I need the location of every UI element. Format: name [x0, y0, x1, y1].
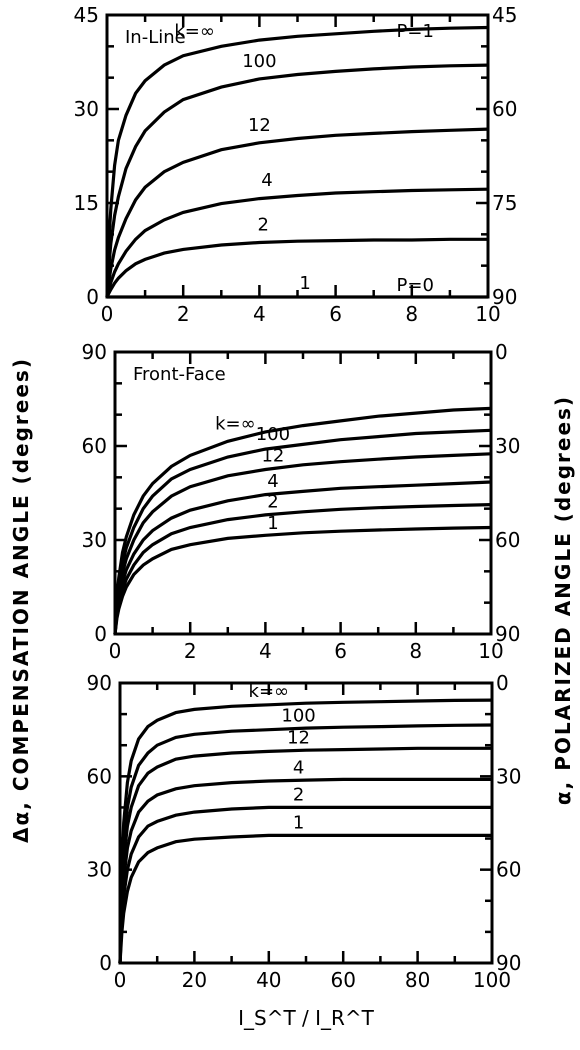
right-axis-label: α, POLARIZED ANGLE (degrees): [551, 395, 575, 805]
curve-label: 4: [293, 757, 304, 778]
curve-label: 1: [267, 513, 278, 534]
curve-label: k=∞: [249, 681, 290, 702]
curve-label: 1: [299, 273, 310, 294]
curve-label: 100: [242, 51, 276, 72]
curve-label: 100: [281, 705, 315, 726]
curve-6: [113, 525, 492, 635]
y-tick-label: 0: [94, 622, 107, 646]
curve-label: 2: [293, 784, 304, 805]
curve-3: [105, 127, 489, 298]
y-tick-label: 60: [82, 434, 107, 458]
curve-label: 2: [267, 491, 278, 512]
x-tick-label: 0: [101, 302, 114, 326]
curve-2: [113, 428, 492, 635]
curve-2: [118, 723, 493, 964]
right-tick-label: 60: [492, 97, 517, 121]
curve-label: 4: [261, 170, 272, 191]
curve-3: [118, 746, 492, 964]
curve-1: [105, 25, 489, 298]
x-tick-label: 0: [109, 639, 122, 663]
y-tick-label: 45: [74, 3, 99, 27]
right-tick-label: 0: [495, 340, 508, 364]
x-tick-label: 2: [177, 302, 190, 326]
curve-label: 12: [248, 115, 271, 136]
curve-label: 4: [267, 471, 278, 492]
x-axis-label: I_S^T / I_R^T: [238, 1006, 375, 1030]
curve-2: [105, 63, 489, 298]
curve-label: 12: [261, 446, 284, 467]
x-tick-label: 40: [256, 968, 281, 992]
curve-6: [118, 833, 492, 964]
curve-label: 12: [287, 727, 310, 748]
curve-5: [113, 503, 492, 635]
x-tick-label: 80: [405, 968, 430, 992]
curve-3: [113, 452, 492, 635]
panel-title: In-Line: [125, 27, 186, 48]
left-axis-label: Δα, COMPENSATION ANGLE (degrees): [9, 357, 33, 843]
x-tick-label: 20: [182, 968, 207, 992]
y-tick-label: 30: [74, 97, 99, 121]
x-tick-label: 60: [330, 968, 355, 992]
x-tick-label: 4: [259, 639, 272, 663]
x-tick-label: 6: [329, 302, 342, 326]
y-tick-label: 30: [87, 858, 112, 882]
y-tick-label: 90: [82, 340, 107, 364]
curve-4: [118, 777, 492, 964]
y-tick-label: 60: [87, 764, 112, 788]
x-tick-label: 8: [409, 639, 422, 663]
x-tick-label: 8: [405, 302, 418, 326]
right-tick-label: 90: [495, 622, 520, 646]
right-tick-label: 75: [492, 191, 517, 215]
curve-label: k=∞: [174, 21, 215, 42]
curve-4: [113, 480, 492, 635]
curve-5: [118, 805, 492, 964]
x-tick-label: 0: [114, 968, 127, 992]
curve-5: [105, 237, 488, 298]
x-tick-label: 10: [475, 302, 500, 326]
curve-label: 1: [293, 812, 304, 833]
x-tick-label: 10: [478, 639, 503, 663]
curve-1: [118, 698, 493, 964]
right-tick-label: 90: [496, 951, 521, 975]
x-tick-label: 100: [473, 968, 511, 992]
right-tick-label: 90: [492, 285, 517, 309]
x-tick-label: 6: [334, 639, 347, 663]
right-tick-label: 30: [495, 434, 520, 458]
y-tick-label: 15: [74, 191, 99, 215]
annotation-p0: P=0: [397, 275, 434, 296]
curve-label: k=∞: [215, 413, 256, 434]
y-tick-label: 30: [82, 528, 107, 552]
y-tick-label: 0: [86, 285, 99, 309]
curve-label: 2: [257, 214, 268, 235]
y-tick-label: 90: [87, 671, 112, 695]
right-tick-label: 0: [496, 671, 509, 695]
panel-title: Front-Face: [133, 364, 226, 385]
x-tick-label: 4: [253, 302, 266, 326]
right-tick-label: 30: [496, 764, 521, 788]
annotation-p1: P=1: [397, 21, 434, 42]
x-tick-label: 2: [184, 639, 197, 663]
right-tick-label: 60: [495, 528, 520, 552]
curve-4: [105, 187, 489, 298]
right-tick-label: 45: [492, 3, 517, 27]
curve-label: 100: [256, 424, 290, 445]
curve-1: [113, 406, 492, 635]
y-tick-label: 0: [99, 951, 112, 975]
right-tick-label: 60: [496, 858, 521, 882]
